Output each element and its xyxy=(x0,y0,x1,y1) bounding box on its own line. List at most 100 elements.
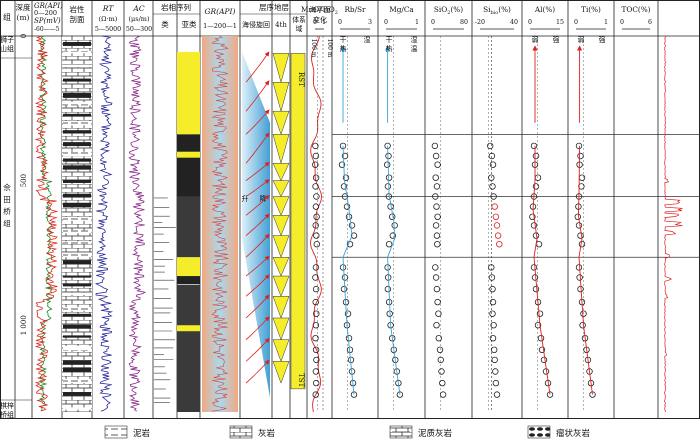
header-6: Ti(%) xyxy=(581,5,601,14)
header-4: Sibio(%) xyxy=(483,5,511,16)
header-seq-4th: 4th xyxy=(275,21,287,29)
cycle-triangle xyxy=(272,257,290,277)
depth-tick-0: 0 xyxy=(20,34,28,38)
sample-point xyxy=(343,203,351,210)
header-depth-unit: (m) xyxy=(17,13,30,22)
header-facies-lei: 类 xyxy=(161,19,169,29)
header-rt-unit: (Ω·m) xyxy=(99,15,118,23)
sample-point xyxy=(488,264,495,271)
header-seq-sys: 体系 xyxy=(292,15,306,24)
cycle-triangle xyxy=(272,196,290,216)
cycle-triangle xyxy=(272,110,290,136)
lith-band xyxy=(63,241,91,245)
header-1-min: 0 xyxy=(338,19,342,26)
header-facies: 岩相序列 xyxy=(161,2,191,12)
lith-band xyxy=(63,216,91,221)
formation-top-2: 山组 xyxy=(0,44,14,53)
sample-point xyxy=(348,222,356,229)
cycle-arrow xyxy=(245,316,270,340)
lith-band xyxy=(63,345,91,351)
sample-point xyxy=(578,183,585,190)
sample-point xyxy=(345,213,353,220)
lith-band xyxy=(63,93,91,98)
seq-word-up: 升 xyxy=(242,194,249,203)
sample-point xyxy=(577,285,584,293)
legend-swatch-limestone xyxy=(229,425,253,439)
sample-point xyxy=(340,285,348,293)
sample-point xyxy=(313,356,320,364)
cycle-arrow xyxy=(245,233,270,258)
sample-point xyxy=(536,310,544,317)
note-1-a: 干 xyxy=(340,36,347,44)
sample-point xyxy=(492,368,499,375)
legend-label-nodular-limestone: 瘤状灰岩 xyxy=(556,428,591,439)
sample-point xyxy=(432,193,439,200)
sample-point xyxy=(530,264,538,271)
cycle-arrow xyxy=(245,109,270,135)
sample-point xyxy=(530,222,538,229)
sample-point xyxy=(574,213,581,220)
sample-point xyxy=(488,152,496,160)
header-gr2: GR(API) xyxy=(205,7,236,16)
sample-point xyxy=(487,142,494,150)
header-lith: 岩性 xyxy=(70,4,85,14)
sample-point xyxy=(339,264,347,271)
sample-point xyxy=(435,335,442,342)
lith-band xyxy=(63,78,91,82)
formation-main-1: 田 xyxy=(3,195,11,204)
formation-bottom: 棋梓 xyxy=(0,401,14,410)
trend-curve xyxy=(532,145,551,395)
sample-point xyxy=(312,346,320,353)
sea-100m-b: 100 m xyxy=(326,38,333,57)
header-2: Mg/Ca xyxy=(389,5,414,14)
ac-curve xyxy=(128,35,147,412)
lith-band xyxy=(63,360,91,365)
header-seq-sys-2: 域 xyxy=(296,24,303,33)
sample-point xyxy=(437,356,444,364)
sea-100m-a: 100 m xyxy=(310,38,317,57)
cycle-arrow xyxy=(245,359,270,384)
sample-point xyxy=(312,203,320,210)
sample-point xyxy=(384,161,391,168)
sample-point xyxy=(389,213,396,220)
lith-band xyxy=(63,50,91,54)
sample-point xyxy=(439,391,447,398)
sample-point xyxy=(313,379,320,387)
header-6-max: 1 xyxy=(604,19,608,26)
sample-point xyxy=(313,232,320,239)
sample-point xyxy=(492,213,500,220)
sample-point xyxy=(580,310,587,317)
note-2-b: 湿 xyxy=(411,35,418,44)
facies-yellow xyxy=(177,51,200,135)
lith-band xyxy=(63,165,91,170)
header-0-max: 1 xyxy=(322,19,326,26)
sample-point xyxy=(312,174,320,181)
lith-band xyxy=(63,202,91,208)
sample-point xyxy=(576,274,583,281)
header-seq-cycle: 海侵旋回 xyxy=(242,20,270,29)
sample-point xyxy=(312,298,319,306)
sample-point xyxy=(391,222,398,229)
sample-point xyxy=(489,310,496,317)
sample-point xyxy=(529,213,536,220)
header-4-max: 40 xyxy=(510,19,518,26)
facies-dark xyxy=(177,196,200,258)
sample-point xyxy=(489,285,496,293)
sample-point xyxy=(312,142,319,150)
lith-band xyxy=(63,64,91,68)
note-5-b: 强 xyxy=(553,36,560,44)
lith-column xyxy=(62,36,92,412)
cycle-arrow xyxy=(245,51,270,83)
header-7-max: 6 xyxy=(648,19,652,26)
lith-band xyxy=(63,367,91,372)
header-ac-range: 50—300 xyxy=(126,26,152,33)
sample-point xyxy=(436,346,444,353)
sample-point xyxy=(312,391,319,398)
sample-point xyxy=(439,379,446,387)
legend-swatch-mudstone xyxy=(104,425,128,439)
header-3-min: 0 xyxy=(431,19,435,26)
sample-point xyxy=(434,240,441,248)
sample-point xyxy=(341,152,349,160)
sample-point xyxy=(531,274,539,281)
sample-point xyxy=(530,142,538,150)
